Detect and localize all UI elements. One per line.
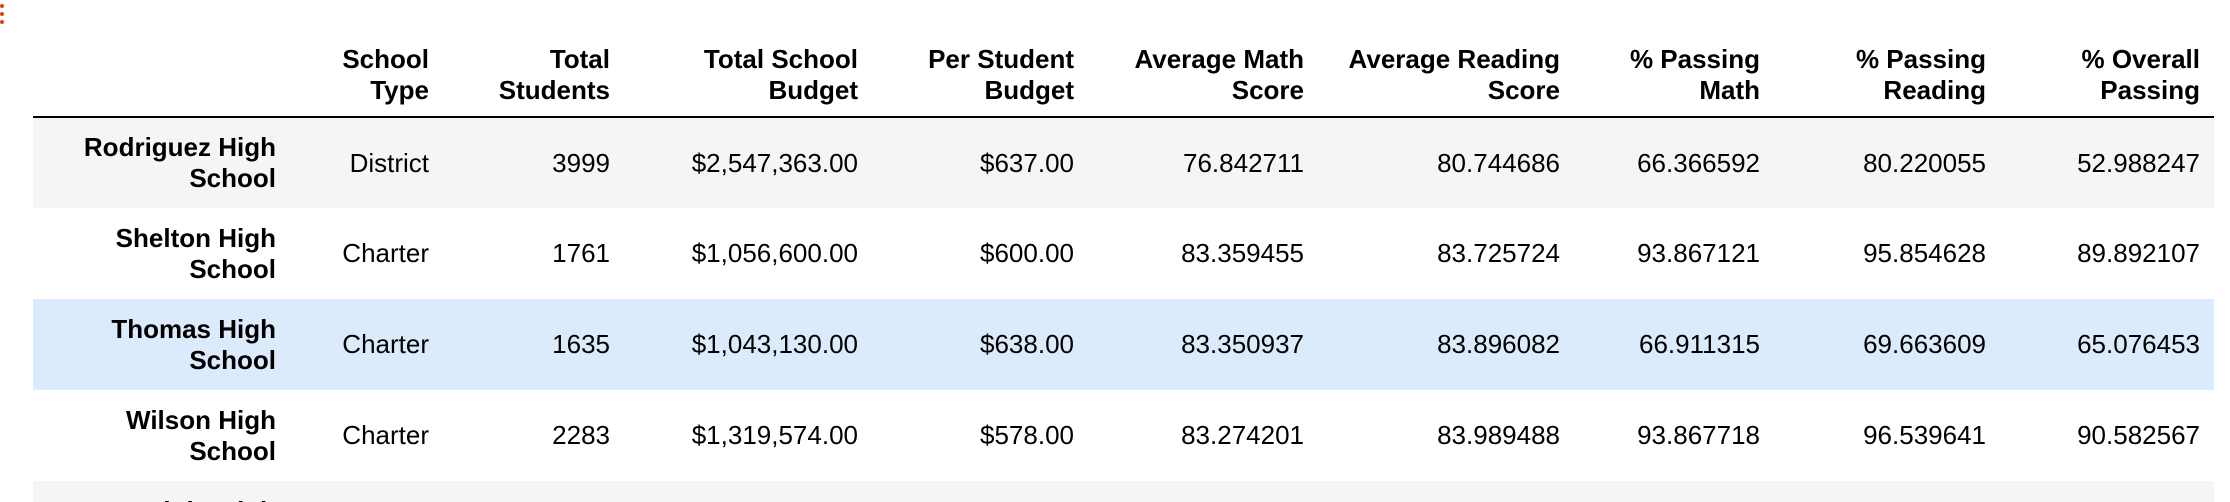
table-cell: Charter bbox=[342, 329, 429, 359]
column-header: % Passing Reading bbox=[1774, 30, 2000, 118]
table-cell: 83.359455 bbox=[1181, 238, 1304, 268]
table-cell: 93.867121 bbox=[1637, 238, 1760, 268]
table-cell bbox=[1088, 481, 1318, 502]
column-header: Total Students bbox=[443, 30, 624, 118]
column-header: % Passing Math bbox=[1574, 30, 1774, 118]
row-index: Thomas High School bbox=[111, 313, 276, 375]
table-cell bbox=[1318, 481, 1574, 502]
table-cell: 2283 bbox=[552, 420, 610, 450]
row-index: Rodriguez High School bbox=[83, 132, 276, 193]
table-cell: 83.896082 bbox=[1437, 329, 1560, 359]
table-cell bbox=[624, 481, 872, 502]
header-row: School Type Total Students Total School Bu… bbox=[33, 30, 2214, 118]
table-cell: 95.854628 bbox=[1863, 238, 1986, 268]
table-cell: 80.744686 bbox=[1437, 147, 1560, 178]
table-header: School Type Total Students Total School Bu… bbox=[33, 30, 2214, 118]
table-row: Rodriguez High School District 3999 $2,547,… bbox=[33, 117, 2214, 208]
table-cell: 80.220055 bbox=[1863, 147, 1986, 178]
table-cell: $1,319,574.00 bbox=[691, 420, 858, 450]
table-cell: 90.582567 bbox=[2077, 420, 2200, 450]
table-cell: Charter bbox=[342, 238, 429, 268]
table-row: Wilson High School Charter 2283 $1,319,574.… bbox=[33, 390, 2214, 481]
table-cell: 66.911315 bbox=[1639, 329, 1760, 359]
table-cell: 66.366592 bbox=[1637, 147, 1760, 178]
table-cell: 1761 bbox=[552, 238, 610, 268]
cell-prompt bbox=[0, 4, 9, 24]
table-cell bbox=[2000, 481, 2214, 502]
table-cell: 83.274201 bbox=[1181, 420, 1304, 450]
column-header: Average Reading Score bbox=[1318, 30, 1574, 118]
table-row: Wright High School bbox=[33, 481, 2214, 502]
row-index: Wilson High School bbox=[126, 404, 276, 466]
table-cell: 1635 bbox=[552, 329, 610, 359]
column-header: Total School Budget bbox=[624, 30, 872, 118]
table-cell: $1,043,130.00 bbox=[691, 329, 858, 359]
table-cell: 3999 bbox=[552, 147, 610, 178]
table-cell: 89.892107 bbox=[2077, 238, 2200, 268]
table-cell: 65.076453 bbox=[2077, 329, 2200, 359]
table-cell bbox=[443, 481, 624, 502]
table-cell: 93.867718 bbox=[1637, 420, 1760, 450]
dataframe: School Type Total Students Total School Bu… bbox=[33, 30, 2214, 502]
table-cell: $2,547,363.00 bbox=[691, 147, 858, 178]
table-row: Thomas High School Charter 1635 $1,043,130.… bbox=[33, 299, 2214, 390]
row-index: Wright High School bbox=[33, 481, 290, 502]
table-cell bbox=[872, 481, 1088, 502]
table-cell bbox=[1574, 481, 1774, 502]
table-cell: $1,056,600.00 bbox=[691, 238, 858, 268]
table-cell: 83.350937 bbox=[1181, 329, 1304, 359]
table-cell: 76.842711 bbox=[1183, 147, 1304, 178]
table-cell bbox=[290, 481, 443, 502]
table-row: Shelton High School Charter 1761 $1,056,600… bbox=[33, 208, 2214, 299]
table-cell bbox=[1774, 481, 2000, 502]
column-header: School Type bbox=[290, 30, 443, 118]
column-header: Per Student Budget bbox=[872, 30, 1088, 118]
table-body: Rodriguez High School District 3999 $2,547,… bbox=[33, 117, 2214, 502]
column-header: % Overall Passing bbox=[2000, 30, 2214, 118]
index-header bbox=[33, 30, 290, 118]
table-cell: 83.725724 bbox=[1437, 238, 1560, 268]
table-cell: $600.00 bbox=[980, 238, 1074, 268]
table-cell: $578.00 bbox=[980, 420, 1074, 450]
table-cell: $638.00 bbox=[980, 329, 1074, 359]
table-cell: $637.00 bbox=[980, 147, 1074, 178]
column-header: Average Math Score bbox=[1088, 30, 1318, 118]
table-cell: 96.539641 bbox=[1863, 420, 1986, 450]
table-cell: 83.989488 bbox=[1437, 420, 1560, 450]
table-cell: Charter bbox=[342, 420, 429, 450]
table-cell: 52.988247 bbox=[2077, 147, 2200, 178]
table-cell: 69.663609 bbox=[1863, 329, 1986, 359]
table-cell: District bbox=[349, 147, 429, 178]
row-index: Shelton High School bbox=[115, 222, 276, 284]
